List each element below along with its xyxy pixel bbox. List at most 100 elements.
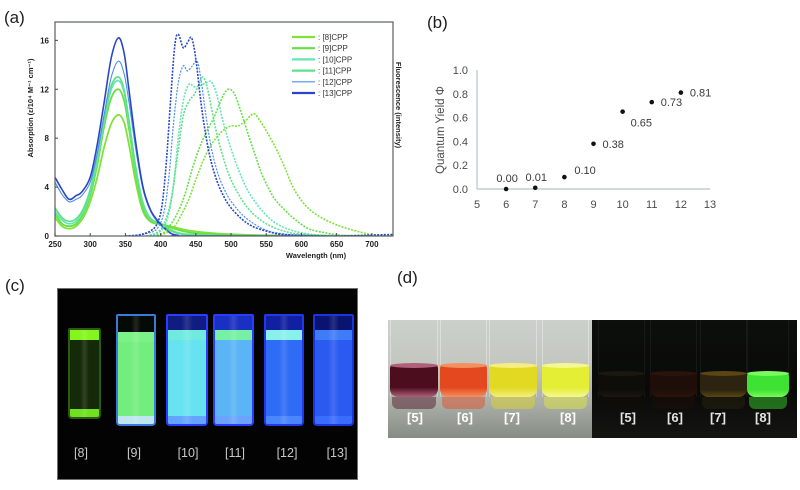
cuvette-glare [327, 316, 340, 424]
y-tick-label: 16 [40, 36, 49, 45]
cuvette-glare [130, 316, 142, 424]
x-tick-label: 12 [675, 199, 687, 211]
vial-7 [489, 363, 537, 409]
cuvette-label: [11] [225, 446, 245, 460]
data-label: 0.38 [603, 139, 624, 151]
fluorescence-line-8cpp [156, 112, 387, 236]
vial-reflection [442, 397, 485, 409]
quantum-yield-chart: 0.0 0.2 0.4 0.6 0.8 1.0 5 6 7 8 9 10 11 12 13 Quantum Y… [435, 65, 716, 211]
vial-label: [7] [504, 410, 520, 425]
cuvette-10 [166, 314, 208, 426]
x-tick-label: 400 [154, 240, 168, 249]
vial-reflection [491, 397, 535, 409]
cuvette-base [70, 409, 99, 417]
cuvette-headspace [266, 316, 302, 330]
cuvette-9 [116, 314, 156, 426]
vial-reflection [600, 397, 643, 409]
absorption-line-9cpp [55, 88, 372, 236]
cuvette-label: [9] [127, 446, 141, 460]
cuvette-solution [266, 340, 302, 416]
x-tick-label: 500 [224, 240, 238, 249]
cuvette-meniscus [168, 330, 206, 340]
x-axis-title: Wavelength (nm) [286, 251, 347, 260]
vial-reflection [392, 397, 436, 409]
data-point [649, 99, 655, 105]
vial-label: [6] [457, 410, 473, 425]
vial-meniscus [598, 371, 645, 376]
vial-tube [650, 320, 697, 397]
legend-label-12cpp: : [12]CPP [318, 78, 352, 87]
y-tick-label: 1.0 [453, 65, 468, 77]
x-tick-label: 6 [503, 199, 509, 211]
legend: : [8]CPP: [9]CPP: [10]CPP: [11]CPP: [12]… [292, 33, 352, 98]
fluorescence-line-12cpp [132, 59, 337, 236]
cuvette-meniscus [315, 330, 352, 340]
cuvette-label: [13] [326, 446, 348, 460]
cuvette-solution [168, 340, 206, 416]
panel-label-b: (b) [427, 13, 448, 32]
cuvette-solution [70, 340, 99, 409]
panel-label-d: (d) [397, 268, 418, 287]
vial-meniscus [440, 363, 487, 368]
vial-reflection [544, 397, 587, 409]
data-point [620, 109, 625, 114]
cuvette-label: [12] [276, 446, 298, 460]
vial-6 [440, 363, 487, 409]
panel-label-a: (a) [4, 8, 25, 27]
data-point [678, 90, 684, 95]
x-tick-label: 450 [189, 240, 203, 249]
vial-tube [390, 320, 438, 397]
cuvette-solution [215, 340, 252, 416]
data-label: 0.65 [631, 118, 652, 130]
data-point [503, 186, 509, 192]
cuvette-base [315, 416, 352, 424]
fluorescence-line-11cpp [146, 76, 337, 236]
vial-tube [700, 320, 747, 397]
vial-label: [5] [620, 410, 636, 425]
vial-5 [598, 371, 645, 409]
y-axis-title: Quantum Yield Φ [435, 86, 447, 174]
x-tick-label: 650 [330, 240, 344, 249]
data-label: 0.00 [496, 173, 517, 185]
cuvette-headspace [315, 316, 352, 330]
y-tick-label: 0 [45, 232, 50, 241]
vial-meniscus [489, 363, 537, 368]
y-tick-label: 0.4 [453, 136, 468, 148]
y-tick-label: 0.8 [453, 89, 468, 101]
y-tick-label: 8 [45, 134, 50, 143]
fluorescence-line-9cpp [153, 88, 372, 236]
cuvette-meniscus [215, 330, 252, 340]
y2-axis-title: Fluorescence (intensity) [394, 62, 403, 149]
data-point [591, 141, 596, 147]
absorption-line-13cpp [55, 37, 372, 236]
plot-frame [54, 21, 394, 237]
vial-meniscus [700, 371, 747, 376]
vial-tube [542, 320, 589, 397]
absorption-line-10cpp [55, 79, 372, 236]
data-label: 0.73 [661, 97, 682, 109]
vial-8 [747, 371, 789, 409]
x-tick-label: 250 [48, 240, 62, 249]
cuvette-glare [278, 316, 290, 424]
legend-label-11cpp: : [11]CPP [318, 67, 352, 76]
vial-label: [7] [710, 410, 726, 425]
cuvette-solution [118, 342, 154, 416]
vial-label: [8] [560, 410, 576, 425]
vial-7 [700, 371, 747, 409]
spectra-chart: 0 4 8 12 16 250 300 350 400 450 500 550 600 650 700 Wav… [26, 21, 403, 260]
cuvette-headspace [118, 316, 154, 332]
vial-tube [440, 320, 487, 397]
cuvette-13 [313, 314, 354, 426]
vial-tube [747, 320, 789, 397]
legend-label-10cpp: : [10]CPP [318, 55, 352, 64]
cuvette-12 [264, 314, 304, 426]
cuvette-base [118, 416, 154, 424]
vial-tube [598, 320, 645, 397]
absorption-line-8cpp [55, 114, 372, 236]
cuvette-headspace [168, 316, 206, 330]
vial-label: [6] [667, 410, 683, 425]
cuvette-meniscus [70, 330, 99, 340]
vial-reflection [702, 397, 745, 409]
x-tick-label: 7 [532, 199, 538, 211]
vial-meniscus [747, 371, 789, 376]
